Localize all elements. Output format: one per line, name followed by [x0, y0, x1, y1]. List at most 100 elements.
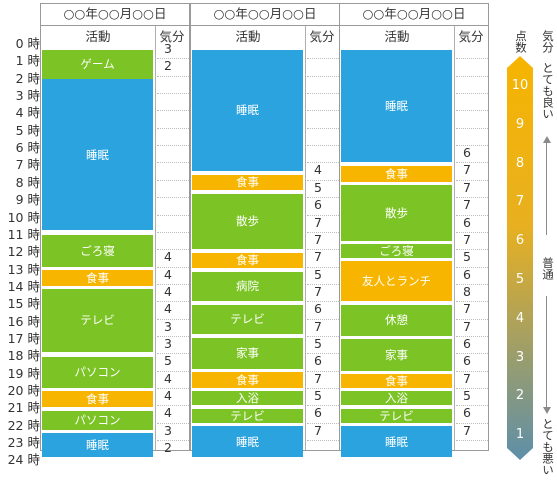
hour-gridline — [307, 335, 339, 337]
hour-label: 15 時 — [7, 296, 40, 312]
hour-gridline — [157, 301, 189, 303]
hour-label: 17 時 — [7, 330, 40, 346]
hour-gridline — [307, 162, 339, 164]
hour-gridline — [307, 249, 339, 251]
hour-gridline — [456, 388, 488, 389]
scale-number: 7 — [515, 194, 525, 210]
activity-block: テレビ — [192, 304, 303, 335]
activity-block: 睡眠 — [192, 49, 303, 172]
activity-block: 食事 — [42, 391, 153, 408]
activity-header: 活動 — [235, 29, 261, 44]
hour-gridline — [157, 58, 189, 60]
activity-block: 食事 — [192, 174, 303, 191]
activity-block: 入浴 — [192, 391, 303, 406]
activity-block: 食事 — [341, 374, 452, 388]
activity-block: 散歩 — [192, 193, 303, 250]
mood-value: 7 — [314, 318, 322, 334]
activity-block: 食事 — [42, 270, 153, 286]
mood-value: 3 — [164, 318, 172, 334]
hour-label: 9 時 — [15, 192, 40, 208]
scale-middle-label: 普通 — [541, 257, 555, 280]
mood-value: 4 — [314, 162, 322, 178]
hour-label: 2 時 — [15, 70, 40, 86]
mood-header: 気分 — [159, 29, 185, 44]
hour-gridline — [456, 283, 488, 285]
hour-label: 18 時 — [7, 348, 40, 364]
mood-value: 8 — [463, 283, 471, 299]
hour-gridline — [157, 440, 189, 442]
hour-gridline — [307, 231, 339, 233]
mood-header: 気分 — [309, 29, 335, 44]
mood-value: 7 — [463, 162, 471, 178]
hour-gridline — [157, 75, 189, 77]
hour-gridline — [157, 214, 189, 216]
activity-block: 家事 — [341, 339, 452, 371]
hour-gridline — [456, 93, 488, 95]
hour-label: 20 時 — [7, 383, 40, 398]
hour-gridline — [157, 335, 189, 337]
hour-label: 5 時 — [15, 122, 40, 138]
hour-label: 3 時 — [15, 88, 40, 104]
hour-gridline — [157, 145, 189, 147]
mood-value: 7 — [314, 214, 322, 230]
scale-number: 2 — [515, 388, 525, 404]
scale-number: 6 — [515, 233, 525, 249]
hour-gridline — [157, 93, 189, 95]
hour-label: 13 時 — [7, 261, 40, 277]
mood-value: 7 — [463, 231, 471, 247]
hour-gridline — [456, 249, 488, 251]
hour-gridline — [157, 388, 189, 389]
hour-gridline — [307, 214, 339, 216]
mood-value: 6 — [314, 353, 322, 369]
hour-gridline — [307, 422, 339, 424]
hour-label: 21 時 — [7, 400, 40, 416]
mood-value: 7 — [314, 231, 322, 247]
hour-gridline — [307, 405, 339, 407]
activity-block: 睡眠 — [341, 426, 452, 458]
mood-value: 7 — [314, 249, 322, 265]
mood-value: 4 — [164, 249, 172, 265]
mood-value: 2 — [164, 58, 172, 74]
hour-label: 1 時 — [15, 53, 40, 69]
scale-top-label: とても良い — [541, 62, 555, 120]
hour-gridline — [157, 162, 189, 164]
day-column: ○○年○○月○○日 活動 気分 睡眠 食事 散歩 食事 病院 テレビ 家事 食事 入浴 テレビ 睡眠 4 5 6… — [190, 3, 340, 458]
hour-gridline — [307, 283, 339, 285]
hour-gridline — [157, 405, 189, 407]
hour-gridline — [307, 301, 339, 303]
hour-gridline — [157, 283, 189, 285]
hour-label: 12 時 — [7, 244, 40, 260]
scale-number: 1 — [515, 427, 525, 443]
activity-block: ごろ寝 — [341, 243, 452, 258]
mood-value: 4 — [164, 370, 172, 386]
day-date: ○○年○○月○○日 — [41, 4, 189, 26]
scale-number: 9 — [515, 116, 525, 132]
mood-value: 6 — [314, 405, 322, 421]
hour-gridline — [456, 214, 488, 216]
hour-label: 14 時 — [7, 278, 40, 294]
scale-bottom-label: とても悪い — [541, 418, 555, 476]
hour-gridline — [456, 127, 488, 129]
arrow-up-icon — [546, 140, 547, 235]
mood-value: 5 — [314, 266, 322, 282]
mood-value: 7 — [314, 283, 322, 299]
hour-gridline — [157, 127, 189, 129]
hour-gridline — [157, 422, 189, 424]
mood-value: 7 — [463, 301, 471, 317]
mood-value: 6 — [463, 405, 471, 421]
hour-gridline — [157, 231, 189, 233]
scale-number: 4 — [515, 310, 525, 326]
mood-value: 6 — [463, 145, 471, 161]
activity-block: 睡眠 — [341, 49, 452, 163]
hour-gridline — [456, 75, 488, 77]
activity-block: テレビ — [341, 408, 452, 423]
hour-label: 7 時 — [15, 157, 40, 173]
hour-gridline — [157, 197, 189, 199]
hour-gridline — [307, 266, 339, 268]
day-date: ○○年○○月○○日 — [340, 4, 488, 26]
day-column: ○○年○○月○○日 活動 気分 ゲーム 睡眠 ごろ寝 食事 テレビ パソコン 食事 パソコン 睡眠 3 2… — [40, 3, 190, 458]
mood-value: 5 — [314, 179, 322, 195]
activity-block: 食事 — [341, 165, 452, 182]
hour-gridline — [456, 440, 488, 442]
mood-value: 5 — [314, 335, 322, 351]
